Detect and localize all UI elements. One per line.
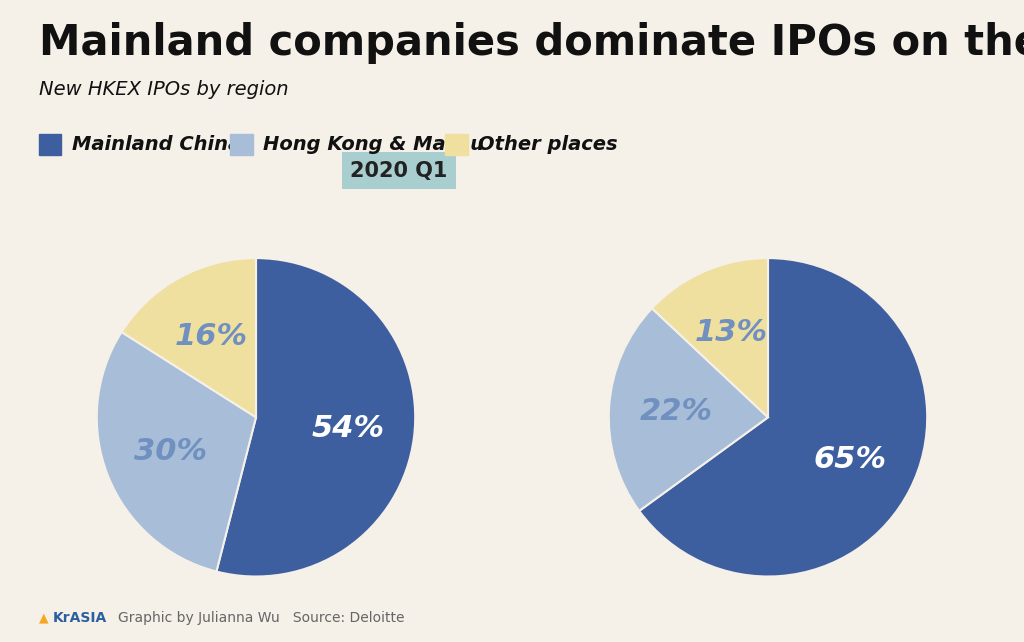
Wedge shape <box>609 308 768 511</box>
Text: Hong Kong & Macau: Hong Kong & Macau <box>263 135 484 154</box>
Text: 13%: 13% <box>695 318 768 347</box>
Text: Graphic by Julianna Wu   Source: Deloitte: Graphic by Julianna Wu Source: Deloitte <box>118 611 404 625</box>
Wedge shape <box>97 332 256 571</box>
Text: 65%: 65% <box>814 445 887 474</box>
Wedge shape <box>652 258 768 417</box>
Wedge shape <box>639 258 927 577</box>
Text: 30%: 30% <box>134 437 207 466</box>
Text: 22%: 22% <box>639 397 713 426</box>
Text: 2020 Q1: 2020 Q1 <box>350 160 447 180</box>
Text: Mainland companies dominate IPOs on the HKEX: Mainland companies dominate IPOs on the … <box>39 22 1024 64</box>
Text: ▲: ▲ <box>39 611 48 624</box>
Text: New HKEX IPOs by region: New HKEX IPOs by region <box>39 80 289 100</box>
Text: KrASIA: KrASIA <box>53 611 108 625</box>
Wedge shape <box>122 258 256 417</box>
Text: Other places: Other places <box>478 135 617 154</box>
Text: Mainland China: Mainland China <box>72 135 241 154</box>
Text: 54%: 54% <box>311 414 384 444</box>
Text: 16%: 16% <box>175 322 248 351</box>
Wedge shape <box>216 258 415 577</box>
